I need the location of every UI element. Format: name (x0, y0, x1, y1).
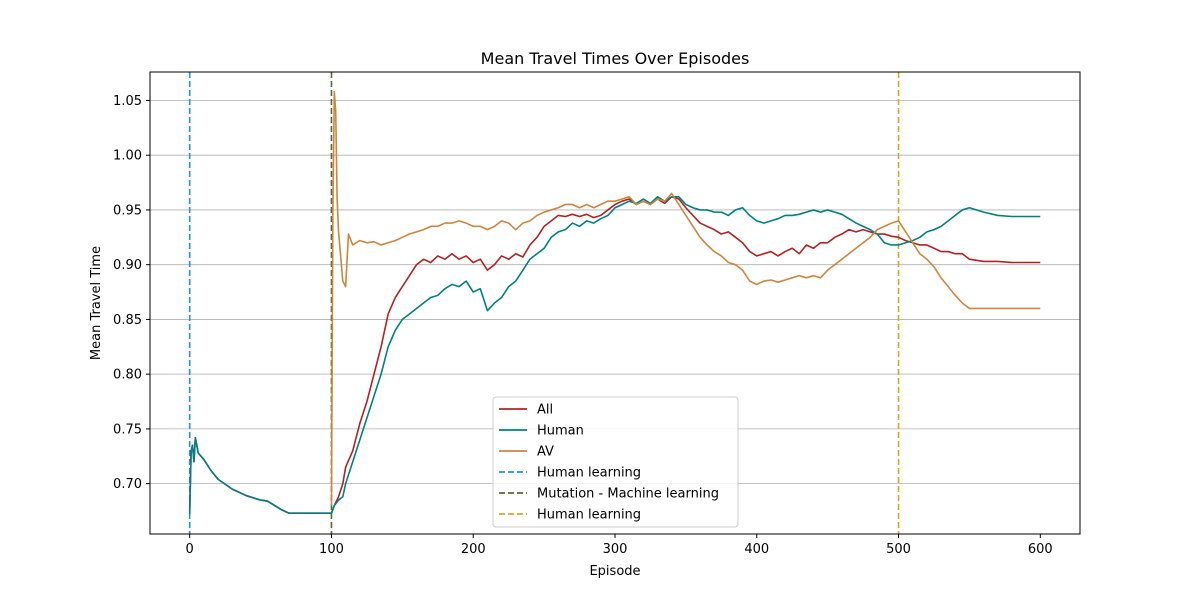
data-series (188, 90, 1041, 515)
legend-box (492, 396, 739, 528)
y-tick-label-0: 0.70 (113, 477, 142, 492)
series-line-human (188, 196, 1041, 515)
y-axis-ticks: 0.70 0.75 0.80 0.85 0.90 0.95 1.00 1.05 (113, 94, 150, 492)
x-tick-label-0: 0 (186, 542, 194, 557)
legend-label-4: Mutation - Machine learning (537, 487, 719, 502)
y-tick-label-2: 0.80 (113, 368, 142, 383)
y-tick-label-7: 1.05 (113, 94, 142, 109)
y-tick-label-4: 0.90 (113, 258, 142, 273)
legend: All Human AV Human learning Mutation - Machi… (492, 396, 739, 528)
x-tick-label-6: 600 (1028, 542, 1053, 557)
legend-label-1: Human (537, 424, 584, 439)
x-axis-label: Episode (589, 564, 640, 579)
reference-lines (188, 72, 900, 534)
series-line-av (330, 90, 1041, 506)
gridlines (150, 100, 1080, 485)
x-axis-ticks: 0 100 200 300 400 500 600 (186, 534, 1053, 557)
y-tick-label-6: 1.00 (113, 149, 142, 164)
y-tick-label-1: 0.75 (113, 422, 142, 437)
legend-label-5: Human learning (537, 508, 641, 523)
x-tick-label-5: 500 (886, 542, 911, 557)
x-tick-label-2: 200 (461, 542, 486, 557)
x-tick-label-1: 100 (319, 542, 344, 557)
x-tick-label-4: 400 (744, 542, 769, 557)
legend-label-2: AV (537, 445, 554, 460)
chart-title: Mean Travel Times Over Episodes (481, 49, 750, 68)
y-tick-label-3: 0.85 (113, 313, 142, 328)
y-axis-label: Mean Travel Time (89, 246, 104, 360)
x-tick-label-3: 300 (603, 542, 628, 557)
legend-label-0: All (537, 403, 553, 418)
legend-label-3: Human learning (537, 466, 641, 481)
y-tick-label-5: 0.95 (113, 203, 142, 218)
